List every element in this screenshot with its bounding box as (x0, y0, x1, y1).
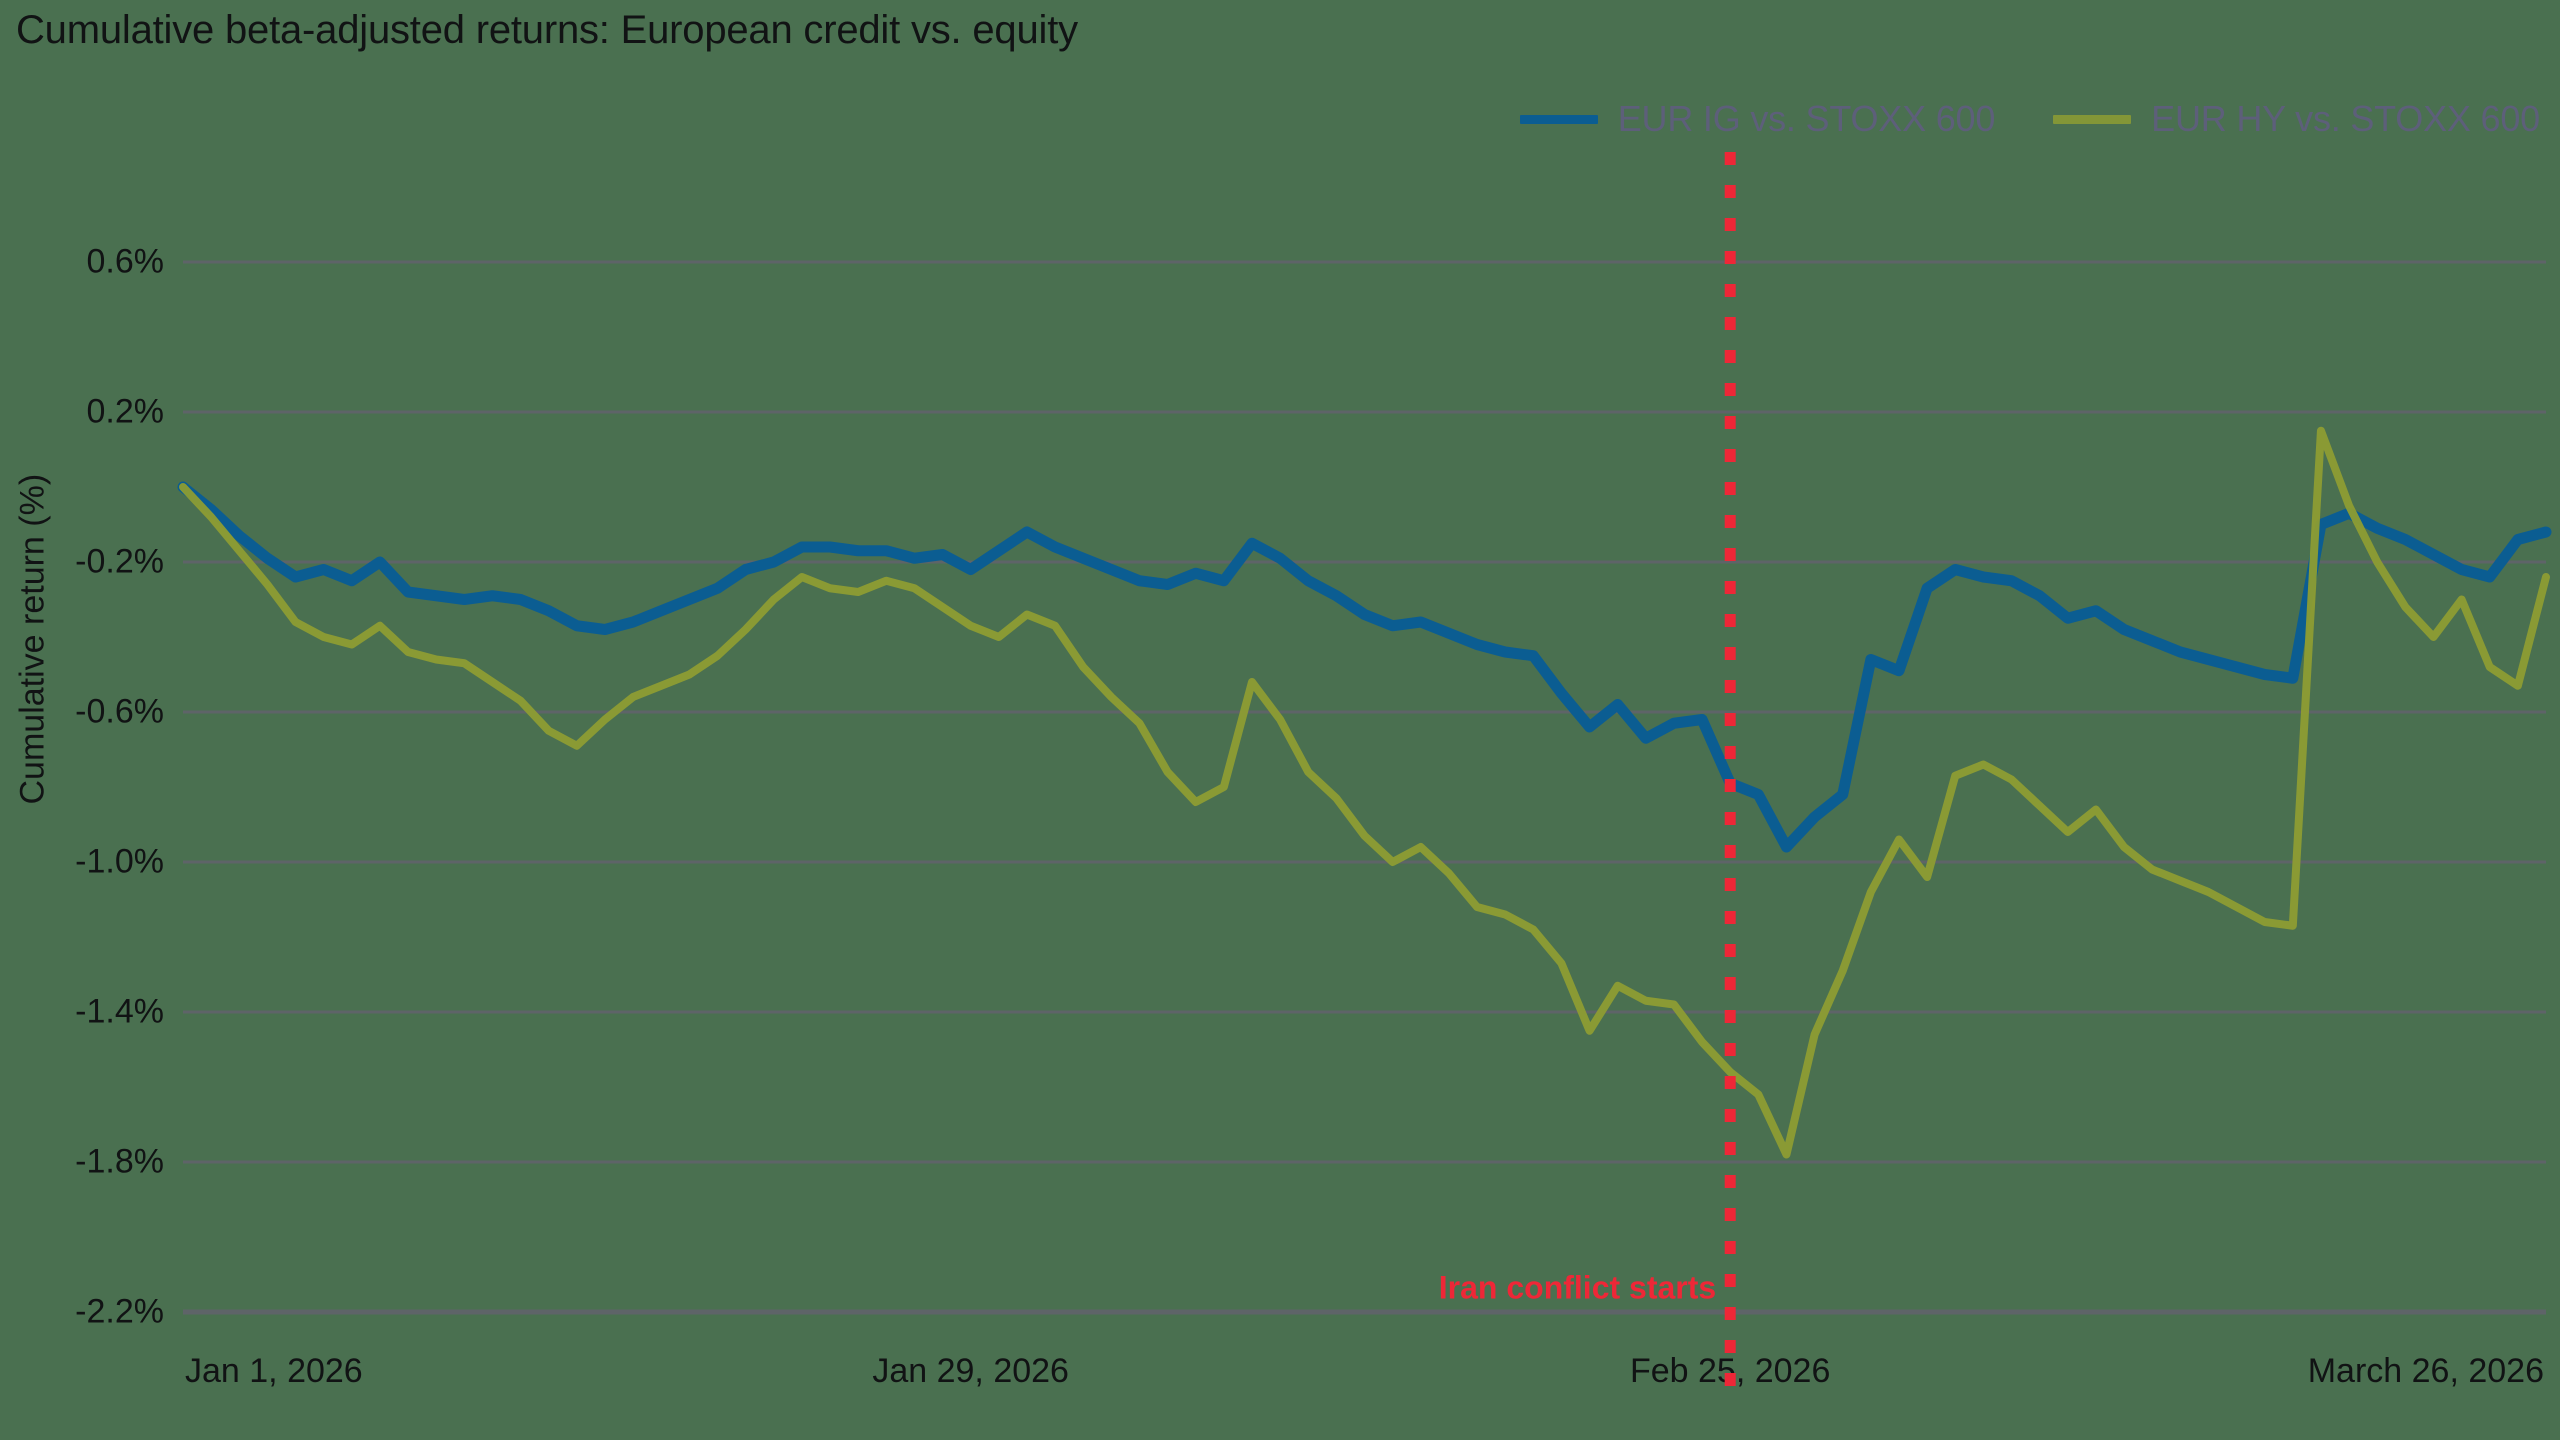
x-axis-tick-label: Jan 1, 2026 (185, 1352, 363, 1390)
plot-svg (177, 152, 2552, 1392)
legend-label-eur-ig: EUR IG vs. STOXX 600 (1617, 98, 1996, 139)
series-line-eur-ig (177, 481, 2552, 853)
x-axis-tick-label: March 26, 2026 (2307, 1352, 2544, 1390)
event-annotation-label: Iran conflict starts (1438, 1269, 1717, 1306)
y-axis-tick-label: -2.2% (75, 1292, 164, 1331)
y-axis-tick-label: -1.0% (75, 842, 164, 881)
page-title: Cumulative beta-adjusted returns: Europe… (16, 8, 1078, 52)
plot-area (177, 152, 2552, 1392)
y-axis-tick-label: 0.6% (86, 242, 165, 281)
y-axis-tick-label: -1.4% (75, 992, 164, 1031)
x-axis-tick-label: Jan 29, 2026 (872, 1352, 1069, 1390)
legend-swatch-eur-hy (2053, 114, 2132, 124)
y-axis-tick-label: 0.2% (86, 392, 165, 431)
legend-item-eur-ig[interactable]: EUR IG vs. STOXX 600 (1519, 98, 1996, 140)
chart-legend: EUR IG vs. STOXX 600 EUR HY vs. STOXX 60… (1519, 98, 2540, 140)
y-axis-title: Cumulative return (%) (13, 473, 52, 805)
legend-swatch-eur-ig (1519, 114, 1598, 124)
series-lines (177, 426, 2552, 1159)
legend-label-eur-hy: EUR HY vs. STOXX 600 (2151, 98, 2540, 139)
y-axis-tick-label: -0.2% (75, 542, 164, 581)
y-axis-tick-label: -1.8% (75, 1142, 164, 1181)
gridlines (183, 260, 2546, 1315)
series-line-eur-hy (179, 426, 2550, 1159)
y-axis-tick-label: -0.6% (75, 692, 164, 731)
legend-item-eur-hy[interactable]: EUR HY vs. STOXX 600 (2053, 98, 2540, 140)
